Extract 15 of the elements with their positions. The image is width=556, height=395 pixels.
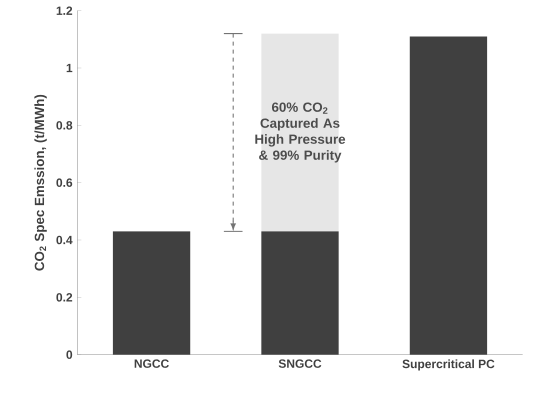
x-tick-label: Supercritical PC: [402, 360, 494, 371]
y-tick-label: 1: [66, 64, 72, 72]
y-axis-title: CO$_{2}$ Spec Emssion, (t/MWh): [34, 95, 47, 271]
annotation: 60% CO$_{2}$ Captured As High Pressure & 99% Purity: [255, 102, 346, 163]
x-tick-label: NGCC: [134, 360, 169, 368]
y-tick-label: 1.2: [56, 6, 72, 16]
bar: [261, 232, 339, 355]
y-tick-label: 0.6: [56, 178, 72, 188]
bar: [410, 36, 488, 355]
bar: [112, 232, 190, 355]
y-tick-label: 0.4: [56, 236, 73, 244]
y-tick-label: 0: [66, 350, 72, 360]
x-tick-label: SNGCC: [278, 360, 322, 368]
y-tick-label: 0.8: [56, 121, 72, 130]
y-tick-label: 0.2: [56, 293, 72, 302]
